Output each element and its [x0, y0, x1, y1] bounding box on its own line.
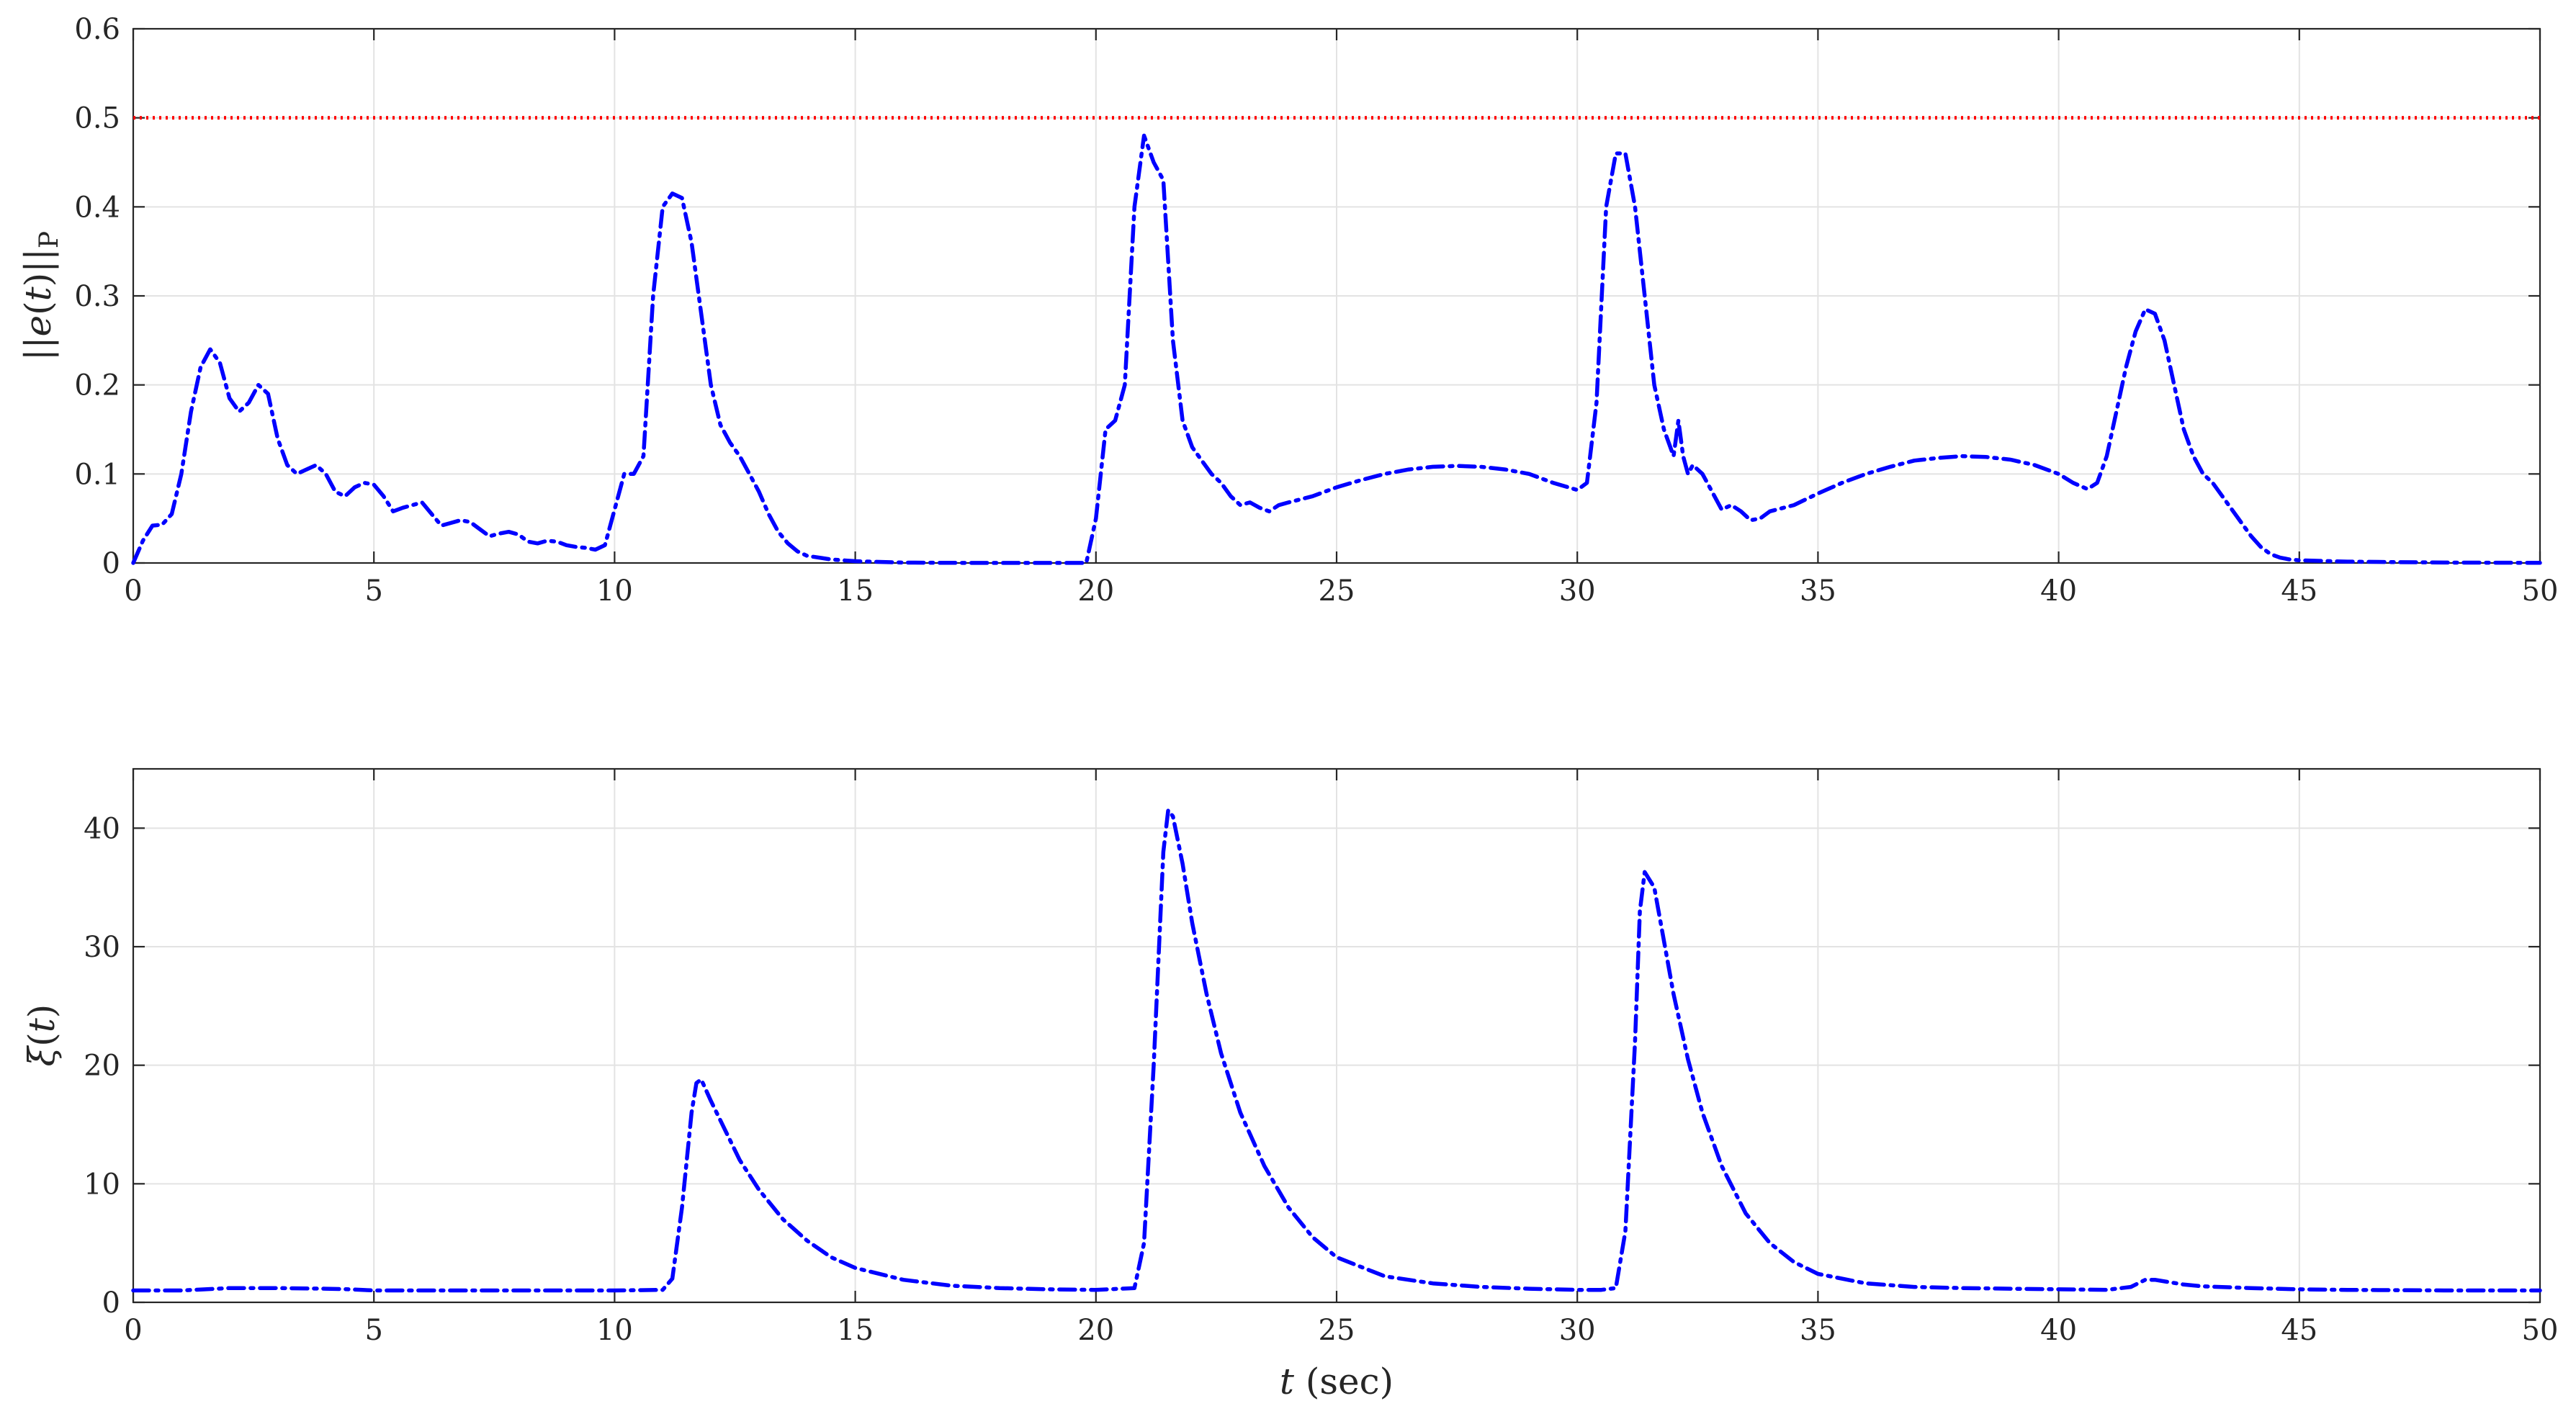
bottom-xlabel-var: t [1280, 1361, 1295, 1402]
bottom-ticks [132, 769, 2541, 1304]
top-xtick-label-5: 5 [364, 574, 382, 608]
top-series-error-norm [131, 133, 2542, 565]
top-ylabel: ||e(t)||P [17, 231, 64, 361]
bottom-ytick-label-0: 0 [102, 1286, 120, 1320]
top-xtick-label-30: 30 [1559, 574, 1596, 608]
bottom-ytick-label-2: 20 [84, 1050, 120, 1083]
top-ylabel-close: ) [17, 273, 59, 287]
top-xtick-label-25: 25 [1319, 574, 1355, 608]
bottom-ytick-label-3: 30 [84, 931, 120, 964]
bottom-ylabel-open: ( [21, 1032, 63, 1047]
top-ylabel-suffix: || [17, 248, 59, 273]
bottom-ytick-label-1: 10 [84, 1168, 120, 1201]
top-xtick-label-20: 20 [1077, 574, 1114, 608]
bottom-xtick-labels: 0 5 10 15 20 25 30 35 40 45 50 [124, 1314, 2558, 1347]
top-xtick-label-40: 40 [2040, 574, 2077, 608]
top-xtick-labels: 0 5 10 15 20 25 30 35 40 45 50 [124, 574, 2558, 608]
bottom-ylabel: ξ(t) [21, 1004, 63, 1067]
top-grid [133, 29, 2540, 563]
bottom-xtick-label-35: 35 [1800, 1314, 1836, 1347]
bottom-xtick-label-45: 45 [2281, 1314, 2317, 1347]
bottom-xtick-label-20: 20 [1077, 1314, 1114, 1347]
top-ylabel-prefix: || [17, 336, 59, 361]
top-ylabel-open: ( [17, 301, 59, 315]
top-ytick-label-5: 0.5 [74, 102, 120, 135]
top-ytick-labels: 0 0.1 0.2 0.3 0.4 0.5 0.6 [74, 13, 120, 580]
top-ytick-label-1: 0.1 [74, 458, 120, 491]
bottom-xtick-label-30: 30 [1559, 1314, 1596, 1347]
bottom-xtick-label-50: 50 [2522, 1314, 2559, 1347]
top-ytick-label-2: 0.2 [74, 369, 120, 402]
top-xtick-label-45: 45 [2281, 574, 2317, 608]
bottom-xtick-label-5: 5 [364, 1314, 382, 1347]
bottom-grid [133, 769, 2540, 1302]
top-ytick-label-6: 0.6 [74, 13, 120, 46]
bottom-xtick-label-25: 25 [1319, 1314, 1355, 1347]
bottom-xtick-label-15: 15 [837, 1314, 874, 1347]
top-ylabel-subscript: P [35, 231, 64, 248]
bottom-ylabel-var: ξ [21, 1045, 63, 1066]
top-xtick-label-15: 15 [837, 574, 874, 608]
top-xtick-label-10: 10 [596, 574, 633, 608]
top-ytick-label-0: 0 [102, 547, 120, 580]
top-xtick-label-0: 0 [124, 574, 142, 608]
bottom-xtick-label-0: 0 [124, 1314, 142, 1347]
bottom-xtick-label-10: 10 [596, 1314, 633, 1347]
bottom-ylabel-arg: t [21, 1017, 63, 1032]
bottom-xlabel-unit: (sec) [1294, 1361, 1394, 1402]
bottom-ytick-labels: 0 10 20 30 40 [84, 812, 120, 1320]
top-xtick-label-35: 35 [1800, 574, 1836, 608]
bottom-xlabel: t (sec) [1280, 1361, 1394, 1402]
top-ylabel-var: e [17, 315, 59, 337]
top-ytick-label-4: 0.4 [74, 191, 120, 224]
top-ytick-label-3: 0.3 [74, 280, 120, 313]
top-ylabel-arg: t [17, 286, 59, 301]
bottom-series-xi [131, 808, 2542, 1293]
bottom-ytick-label-4: 40 [84, 812, 120, 845]
top-xtick-label-50: 50 [2522, 574, 2559, 608]
bottom-ylabel-close: ) [21, 1004, 63, 1019]
bottom-xtick-label-40: 40 [2040, 1314, 2077, 1347]
top-panel: 0 5 10 15 20 25 30 35 40 45 50 0 0.1 0.2 0.3 0.4 0.5 0.6… [17, 13, 2558, 608]
